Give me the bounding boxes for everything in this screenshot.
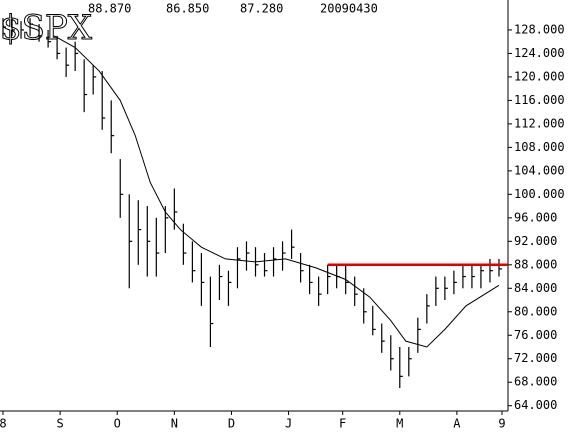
y-tick-label: 108.000 [514,140,565,154]
y-tick-label: 88.000 [514,257,557,271]
y-tick-label: 96.000 [514,210,557,224]
y-tick-label: 104.000 [514,163,565,177]
header-value: 88.870 [88,2,131,16]
moving-average [53,35,500,348]
y-tick-label: 72.000 [514,351,557,365]
y-tick-label: 116.000 [514,93,565,107]
x-tick-label: O [114,417,121,431]
y-tick-label: 76.000 [514,328,557,342]
x-tick-label: M [396,417,403,431]
y-tick-label: 124.000 [514,46,565,60]
x-tick-label: 9 [498,417,505,431]
header-value: 87.280 [240,2,283,16]
x-tick-label: A [453,417,461,431]
chart-title: $SPX [0,8,93,48]
y-tick-label: 100.000 [514,187,565,201]
y-tick-label: 112.000 [514,116,565,130]
x-tick-label: D [228,417,235,431]
x-tick-label: S [57,417,64,431]
y-tick-label: 120.000 [514,69,565,83]
header-value: 86.850 [166,2,209,16]
y-tick-label: 64.000 [514,398,557,412]
y-tick-label: 92.000 [514,234,557,248]
y-tick-label: 128.000 [514,22,565,36]
x-tick-label: N [171,417,178,431]
header-value: 20090430 [320,2,378,16]
x-tick-label: J [285,417,292,431]
y-tick-label: 84.000 [514,281,557,295]
y-tick-label: 80.000 [514,304,557,318]
y-tick-label: 68.000 [514,375,557,389]
x-tick-label: 8 [0,417,7,431]
x-tick-label: F [339,417,346,431]
